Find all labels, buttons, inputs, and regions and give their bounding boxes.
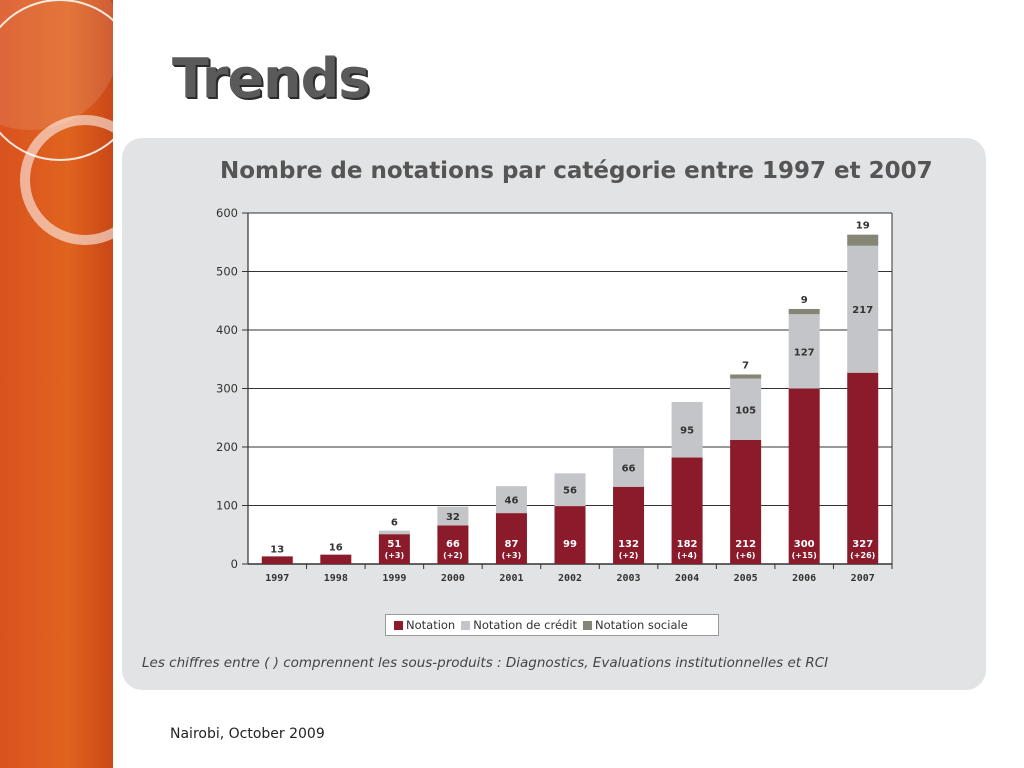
data-label-credit: 66: [622, 463, 636, 474]
data-label-sociale: 7: [742, 360, 749, 371]
bar-notation-de-cr-dit-2001: [495, 486, 527, 514]
bar-notation-de-cr-dit-2004: [671, 401, 703, 458]
bar-notation-de-cr-dit-2007: [847, 245, 879, 373]
chart-panel: Nombre de notations par catégorie entre …: [122, 138, 986, 690]
slide-footer: Nairobi, October 2009: [170, 726, 325, 742]
y-tick-label: 600: [216, 206, 238, 220]
y-tick-label: 300: [216, 382, 238, 396]
bar-notation-de-cr-dit-2003: [613, 448, 645, 487]
bar-notation-2003: [613, 486, 645, 564]
legend-label-notation: Notation: [406, 618, 456, 632]
data-label-sociale: 19: [856, 221, 870, 232]
bar-notation-de-cr-dit-2002: [554, 473, 586, 507]
data-label-credit: 95: [680, 426, 694, 437]
chart-footnote: Les chiffres entre ( ) comprennent les s…: [142, 655, 829, 671]
bar-notation-2002: [554, 506, 586, 564]
data-label-credit: 32: [446, 512, 460, 523]
bar-notation-2007: [847, 372, 879, 564]
data-label-notation: 212: [735, 539, 756, 550]
legend-swatch-notation: [394, 620, 403, 630]
legend-entry-notation: Notation: [394, 618, 455, 632]
data-sublabel-notation: (+2): [443, 551, 463, 560]
bar-notation-2005: [730, 439, 762, 564]
legend-label-sociale: Notation sociale: [595, 618, 688, 632]
y-tick-label: 0: [231, 557, 238, 571]
data-label-credit: 46: [504, 496, 518, 507]
data-label-credit: 127: [794, 347, 815, 358]
bar-notation-de-cr-dit-1999: [378, 530, 410, 535]
sidebar-circles: [0, 0, 113, 245]
chart-title: Nombre de notations par catégorie entre …: [220, 158, 933, 184]
bar-chart: 0100200300400500600199713199816199951(+3…: [216, 206, 893, 584]
y-tick-label: 200: [216, 440, 238, 454]
data-label-sociale: 9: [801, 295, 808, 306]
bar-notation-2001: [495, 513, 527, 564]
bar-notation-de-cr-dit-2006: [788, 314, 820, 389]
x-tick-label: 2006: [792, 573, 816, 584]
y-tick-label: 400: [216, 323, 238, 337]
data-sublabel-notation: (+3): [502, 551, 522, 560]
bar-notation-2004: [671, 457, 703, 564]
bar-notation-de-cr-dit-2005: [730, 378, 762, 440]
legend-swatch-credit: [461, 620, 471, 630]
x-tick-label: 2000: [441, 573, 465, 584]
data-sublabel-notation: (+6): [736, 551, 756, 560]
x-tick-label: 2007: [851, 573, 875, 584]
slide-title: Trends: [172, 47, 370, 110]
data-sublabel-notation: (+2): [619, 551, 639, 560]
data-label-notation: 300: [794, 539, 815, 550]
x-tick-label: 1998: [324, 573, 348, 584]
bar-notation-de-cr-dit-2000: [437, 506, 469, 526]
data-label-notation: 182: [677, 539, 698, 550]
data-label-credit: 56: [563, 486, 577, 497]
data-label-notation: 13: [270, 544, 284, 555]
data-sublabel-notation: (+3): [385, 551, 405, 560]
bar-notation-1998: [320, 554, 352, 564]
bar-notation-2000: [437, 525, 469, 564]
data-label-credit: 6: [391, 518, 398, 529]
bar-notation-1999: [378, 534, 410, 564]
data-label-notation: 16: [329, 543, 343, 554]
x-tick-label: 1999: [382, 573, 406, 584]
data-label-notation: 66: [446, 539, 460, 550]
x-tick-label: 1997: [265, 573, 289, 584]
data-label-notation: 51: [387, 539, 401, 550]
data-label-notation: 87: [504, 539, 518, 550]
x-tick-label: 2002: [558, 573, 582, 584]
data-label-credit: 105: [735, 405, 756, 416]
x-tick-label: 2003: [616, 573, 640, 584]
x-tick-label: 2004: [675, 573, 699, 584]
data-label-credit: 217: [852, 305, 873, 316]
legend-swatch-sociale: [583, 620, 593, 630]
bar-notation-sociale-2005: [730, 374, 762, 379]
x-tick-label: 2001: [499, 573, 523, 584]
data-label-notation: 132: [618, 539, 639, 550]
data-sublabel-notation: (+4): [677, 551, 697, 560]
legend-entry-credit: Notation de crédit: [461, 618, 577, 632]
data-sublabel-notation: (+26): [850, 551, 875, 560]
bar-notation-2006: [788, 388, 820, 564]
legend-entry-sociale: Notation sociale: [583, 618, 688, 632]
bar-notation-1997: [261, 556, 293, 564]
x-tick-label: 2005: [734, 573, 758, 584]
bar-notation-sociale-2007: [847, 234, 879, 246]
chart-legend: Notation Notation de crédit Notation soc…: [385, 614, 719, 636]
y-tick-label: 100: [216, 499, 238, 513]
y-tick-label: 500: [216, 265, 238, 279]
data-label-notation: 99: [563, 539, 577, 550]
data-label-notation: 327: [852, 539, 873, 550]
data-sublabel-notation: (+15): [792, 551, 817, 560]
sidebar-decoration: [0, 0, 113, 768]
bar-notation-sociale-2006: [788, 308, 820, 315]
legend-label-credit: Notation de crédit: [473, 618, 578, 632]
